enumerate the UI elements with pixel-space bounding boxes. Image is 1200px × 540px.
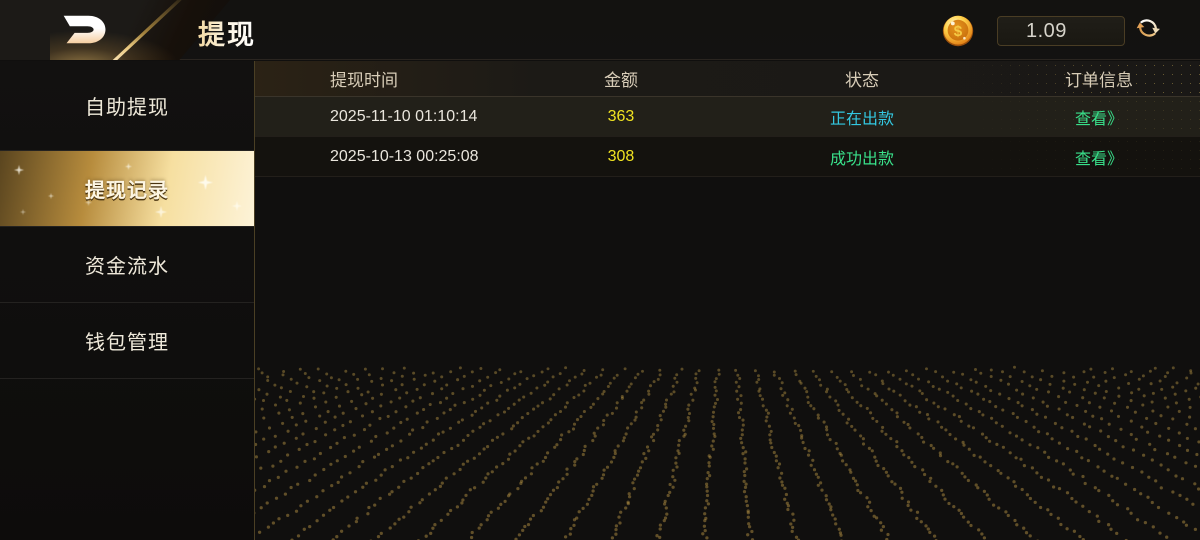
svg-text:$: $ (954, 23, 963, 40)
